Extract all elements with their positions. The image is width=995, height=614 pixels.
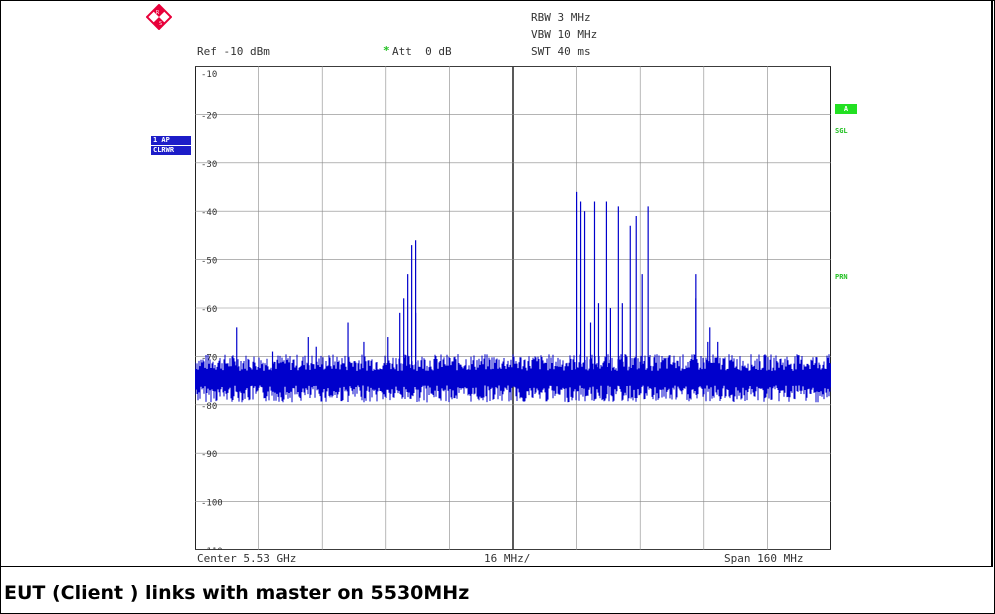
y-tick-label: -80 <box>201 402 217 412</box>
a-badge: A <box>835 104 857 114</box>
figure-caption: EUT (Client ) links with master on 5530M… <box>4 582 470 604</box>
rohde-schwarz-logo: R S <box>146 4 172 30</box>
ref-level: Ref -10 dBm <box>197 45 270 58</box>
preamp-label: PRN <box>835 273 848 281</box>
trace-badge-line1: 1 AP <box>151 136 191 145</box>
y-tick-label: -50 <box>201 257 217 267</box>
y-tick-label: -60 <box>201 305 217 315</box>
sweep-time: SWT 40 ms <box>531 45 591 58</box>
y-tick-label: -90 <box>201 450 217 460</box>
sgl-label: SGL <box>835 127 848 135</box>
noise-floor-trace <box>195 354 831 403</box>
attenuation: Att 0 dB <box>392 45 452 58</box>
y-tick-label: -20 <box>201 111 217 121</box>
vbw: VBW 10 MHz <box>531 28 598 41</box>
svg-text:S: S <box>159 21 162 27</box>
rbw: RBW 3 MHz <box>531 11 591 24</box>
division-width: 16 MHz/ <box>484 552 531 565</box>
y-tick-label: -70 <box>201 353 217 363</box>
y-tick-label: -30 <box>201 160 217 170</box>
center-frequency: Center 5.53 GHz <box>197 552 297 565</box>
trace-1 <box>195 191 831 403</box>
y-tick-label: -10 <box>201 70 217 80</box>
spectrum-plot: -10 -20 -30 -40 -50 -60 -70 -80 -90 -100 -110 <box>195 66 831 550</box>
right-border <box>991 0 993 567</box>
svg-text:R: R <box>156 10 160 16</box>
span: Span 160 MHz <box>724 552 804 565</box>
trace-badge-line2: CLRWR <box>151 146 191 155</box>
att-marker: * <box>383 44 390 57</box>
y-tick-label: -40 <box>201 208 217 218</box>
y-tick-label: -110 <box>201 547 223 550</box>
y-tick-labels: -10 -20 -30 -40 -50 -60 -70 -80 -90 -100 -110 <box>201 70 223 550</box>
y-tick-label: -100 <box>201 499 223 509</box>
caption-divider <box>0 566 993 567</box>
